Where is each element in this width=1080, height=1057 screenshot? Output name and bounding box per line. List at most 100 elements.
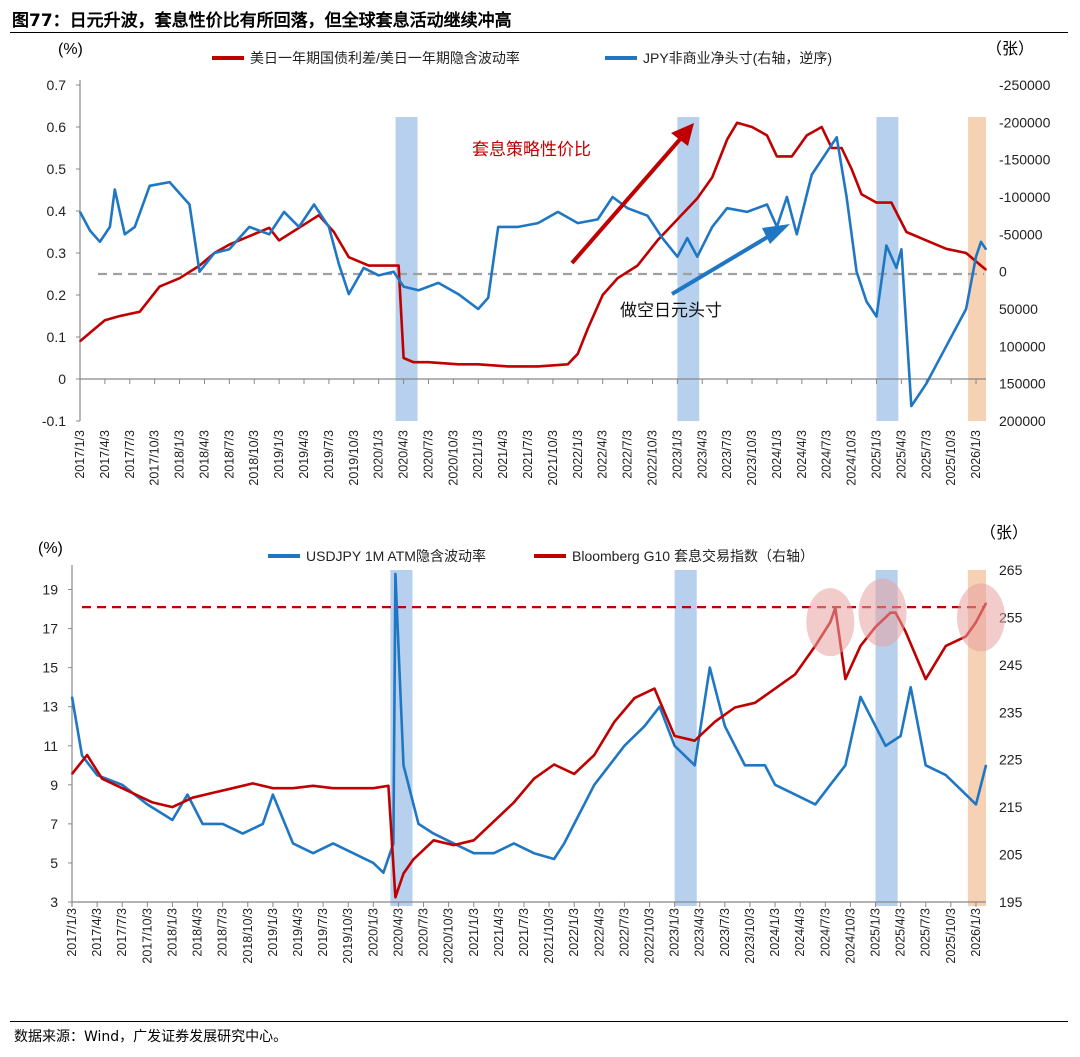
series-point [980,241,982,243]
right-tick-label: 255 [999,609,1023,625]
shaded-period-4 [967,570,986,906]
series-point [596,218,599,221]
bottom-legend: USDJPY 1M ATM隐含波动率 Bloomberg G10 套息交易指数（… [268,548,814,564]
right-tick-label: 195 [999,894,1023,910]
series-point [114,188,116,191]
series-point [573,773,575,775]
left-tick-label: 0.5 [47,161,67,177]
series-point [362,267,365,269]
x-tick-label: 2017/4/3 [90,908,104,957]
series-point [709,666,711,669]
series-point [477,308,480,310]
series-point [477,363,480,366]
annotation-short-yen: 做空日元头寸 [620,301,722,320]
x-tick-label: 2020/4/3 [397,430,411,479]
x-tick-label: 2021/10/3 [546,430,560,486]
x-tick-label: 2023/10/3 [745,430,759,486]
series-point [252,782,254,785]
series-point [272,787,274,789]
series-point [766,134,768,137]
series-point [890,201,893,204]
right-tick-label: 215 [999,799,1023,815]
x-tick-label: 2020/10/3 [446,430,460,486]
series-point [387,785,390,787]
series-point [417,289,420,292]
x-tick-label: 2025/1/3 [869,430,883,479]
series-point [814,803,817,806]
series-point [754,702,756,704]
bottom-highlight-circles [806,578,1005,657]
series-point [313,203,315,206]
series-point [79,211,81,213]
left-tick-label: 0.6 [47,119,67,135]
series-point [601,294,604,296]
series-point [673,735,676,737]
left-tick-label: 0.3 [47,245,67,261]
series-point [517,226,519,228]
series-point [794,673,796,676]
x-tick-label: 2017/7/3 [115,908,129,957]
series-point [268,233,271,236]
series-point [820,126,823,128]
series-point [248,226,251,228]
series-point [714,721,716,723]
series-point [292,787,294,789]
series-point [298,226,300,228]
series-point [268,227,271,229]
series-point [89,229,91,232]
series-point [332,842,334,845]
series-point [248,235,251,237]
series-point [99,241,101,243]
series-point [537,222,539,224]
series-point [696,197,699,200]
series-point [328,226,330,228]
series-point [211,792,214,794]
x-tick-label: 2023/4/3 [693,908,707,957]
series-point [774,784,776,786]
shaded-period-3 [876,117,899,421]
series-point [875,315,878,318]
left-tick-label: 3 [50,894,58,910]
series-point [656,239,659,242]
series-point [312,852,314,854]
x-tick-label: 2026/1/3 [969,908,983,957]
series-point [392,270,395,273]
series-point [71,696,73,698]
series-point [557,211,559,213]
series-point [487,297,490,299]
right-tick-label: 100000 [999,338,1046,354]
x-tick-label: 2018/7/3 [222,430,236,479]
series-point [845,196,848,198]
highlight-circle [956,583,1005,652]
x-tick-label: 2023/1/3 [668,908,682,957]
series-point [796,233,798,236]
series-point [457,363,460,366]
series-point [372,862,375,864]
series-point [121,784,123,786]
series-point [577,222,579,224]
x-tick-label: 2026/1/3 [969,430,983,479]
series-point [348,293,350,295]
series-point [101,777,103,780]
x-tick-label: 2020/7/3 [421,430,435,479]
series-point [744,764,746,767]
top-right-unit: （张） [986,40,1034,58]
series-point [766,203,768,206]
series-point [228,248,231,251]
series-point [673,745,676,747]
series-point [636,264,639,267]
series-point [985,248,987,251]
x-tick-label: 2020/7/3 [417,908,431,957]
series-point [493,852,495,854]
series-point [171,806,174,808]
series-point [272,793,274,796]
series-point [402,357,405,359]
x-tick-label: 2023/7/3 [718,908,732,957]
series-point [191,796,194,799]
series-line-a [79,121,987,368]
series-point [945,645,947,647]
annotation-arrow-red [570,135,684,265]
series-point [394,896,397,899]
top-shaded-periods [395,117,986,421]
series-point [776,155,778,158]
